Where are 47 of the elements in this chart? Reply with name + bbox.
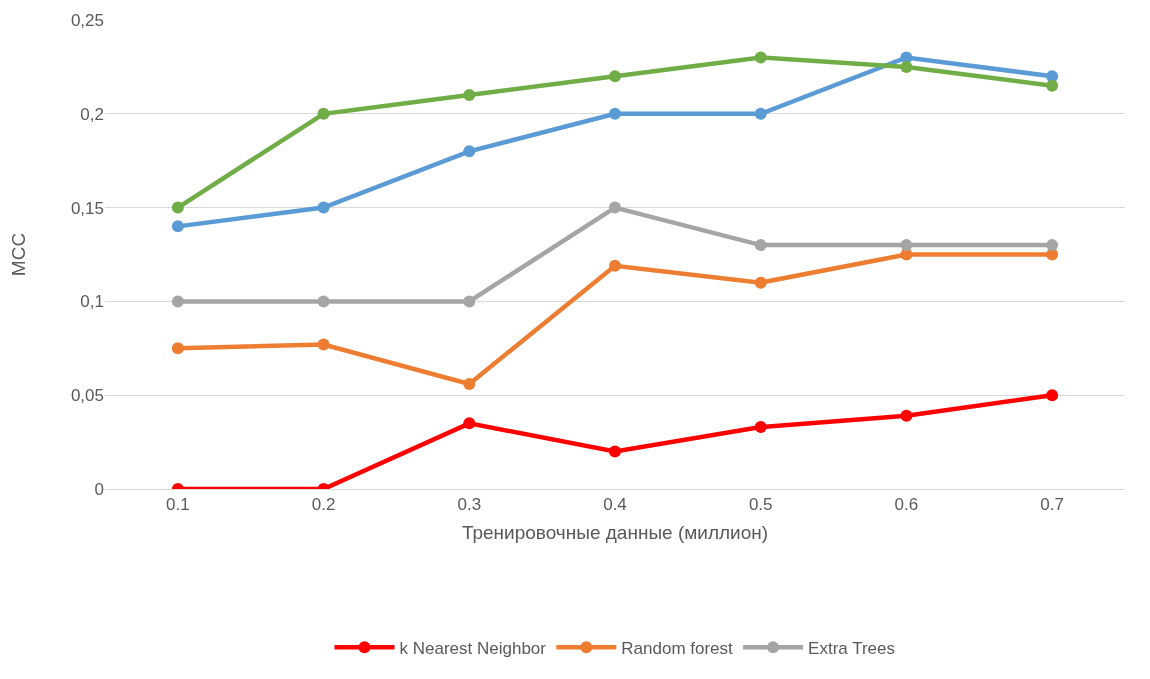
y-tick-label: 0 — [94, 479, 104, 499]
point — [317, 201, 330, 214]
point — [317, 295, 330, 308]
y-tick-label: 0,05 — [70, 386, 104, 406]
point — [754, 239, 767, 252]
point — [317, 107, 330, 120]
legend-label: Random forest — [621, 638, 734, 658]
point — [463, 377, 476, 390]
legend-label: Extra Trees — [808, 638, 895, 658]
legend-label: k Nearest Neighbor — [399, 638, 547, 658]
y-tick-label: 0,1 — [80, 292, 104, 312]
y-axis-title: MCC — [7, 232, 29, 277]
y-tick-label: 0,15 — [70, 198, 104, 218]
point — [754, 107, 767, 120]
point — [171, 295, 184, 308]
point — [609, 107, 621, 120]
point — [463, 145, 476, 158]
x-tick-label: 0.4 — [603, 495, 627, 515]
point — [463, 89, 476, 102]
point — [463, 417, 476, 430]
point — [754, 276, 767, 289]
point — [754, 51, 767, 64]
point — [900, 60, 913, 73]
x-tick-label: 0.7 — [1040, 495, 1064, 515]
x-tick-label: 0.5 — [748, 495, 773, 515]
point — [900, 239, 913, 252]
point — [609, 70, 621, 83]
x-tick-label: 0.2 — [311, 495, 336, 515]
point — [609, 259, 621, 272]
point — [754, 421, 767, 434]
point — [1046, 239, 1059, 252]
x-tick-label: 0.1 — [166, 495, 190, 515]
x-tick-label: 0.6 — [894, 495, 919, 515]
point — [1046, 79, 1059, 92]
y-tick-label: 0,25 — [70, 10, 104, 30]
point — [171, 220, 184, 233]
point — [171, 201, 184, 214]
point — [609, 445, 621, 458]
point — [317, 338, 330, 351]
point — [463, 295, 476, 308]
point — [900, 409, 913, 422]
point — [609, 201, 621, 214]
x-tick-label: 0.3 — [457, 495, 482, 515]
point — [1046, 389, 1059, 402]
x-axis-title: Тренировочные данные (миллион) — [461, 522, 769, 544]
y-tick-label: 0,2 — [80, 104, 104, 124]
point — [171, 342, 184, 355]
